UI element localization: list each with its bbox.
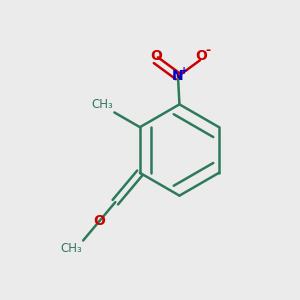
Text: N: N [172,69,184,83]
Text: O: O [93,214,105,228]
Text: CH₃: CH₃ [91,98,113,111]
Text: CH₃: CH₃ [60,242,82,255]
Text: O: O [150,49,162,63]
Text: -: - [206,44,211,57]
Text: O: O [196,49,208,63]
Text: +: + [180,66,188,76]
